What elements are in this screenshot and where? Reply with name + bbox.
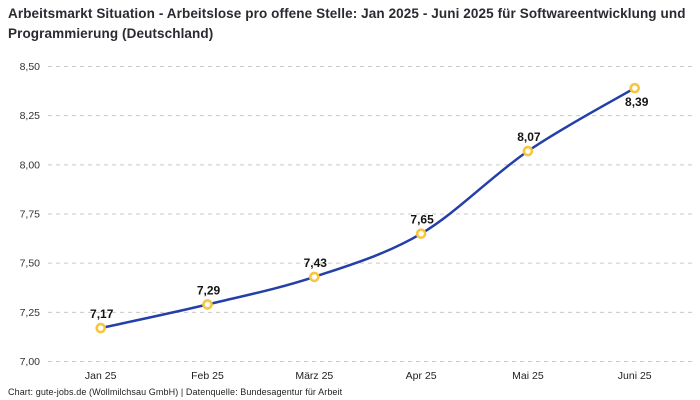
data-point-label: 8,39 — [625, 95, 649, 109]
data-point-marker — [629, 82, 641, 94]
y-axis-tick-label: 8,50 — [20, 61, 41, 73]
data-point-label: 7,43 — [304, 256, 328, 270]
data-point-marker — [415, 228, 427, 239]
x-axis-tick-label: Feb 25 — [191, 370, 224, 382]
y-axis-tick-label: 8,00 — [20, 159, 41, 171]
data-point-marker — [202, 299, 213, 310]
y-axis-tick-label: 7,25 — [20, 307, 41, 319]
chart-attribution: Chart: gute-jobs.de (Wollmilchsau GmbH) … — [8, 387, 343, 397]
data-point-marker — [308, 271, 320, 283]
y-axis-tick-label: 7,50 — [20, 258, 41, 270]
y-axis-tick-label: 7,00 — [20, 356, 41, 368]
data-point-marker — [95, 322, 106, 334]
y-axis-tick-label: 8,25 — [20, 110, 41, 122]
y-axis-tick-label: 7,75 — [20, 209, 41, 221]
series-line — [99, 86, 636, 330]
data-point-marker — [522, 145, 534, 157]
chart-title: Arbeitsmarkt Situation - Arbeitslose pro… — [8, 6, 686, 41]
data-point-label: 7,29 — [197, 283, 221, 297]
x-axis-tick-label: Mai 25 — [512, 370, 544, 382]
x-axis-tick-label: Apr 25 — [406, 370, 437, 382]
data-point-label: 8,07 — [517, 130, 541, 144]
x-axis-tick-label: Jan 25 — [85, 370, 117, 382]
x-axis-tick-label: Juni 25 — [618, 370, 652, 382]
x-axis-tick-label: März 25 — [295, 370, 333, 382]
data-point-label: 7,65 — [410, 213, 434, 227]
data-point-label: 7,17 — [90, 307, 114, 321]
